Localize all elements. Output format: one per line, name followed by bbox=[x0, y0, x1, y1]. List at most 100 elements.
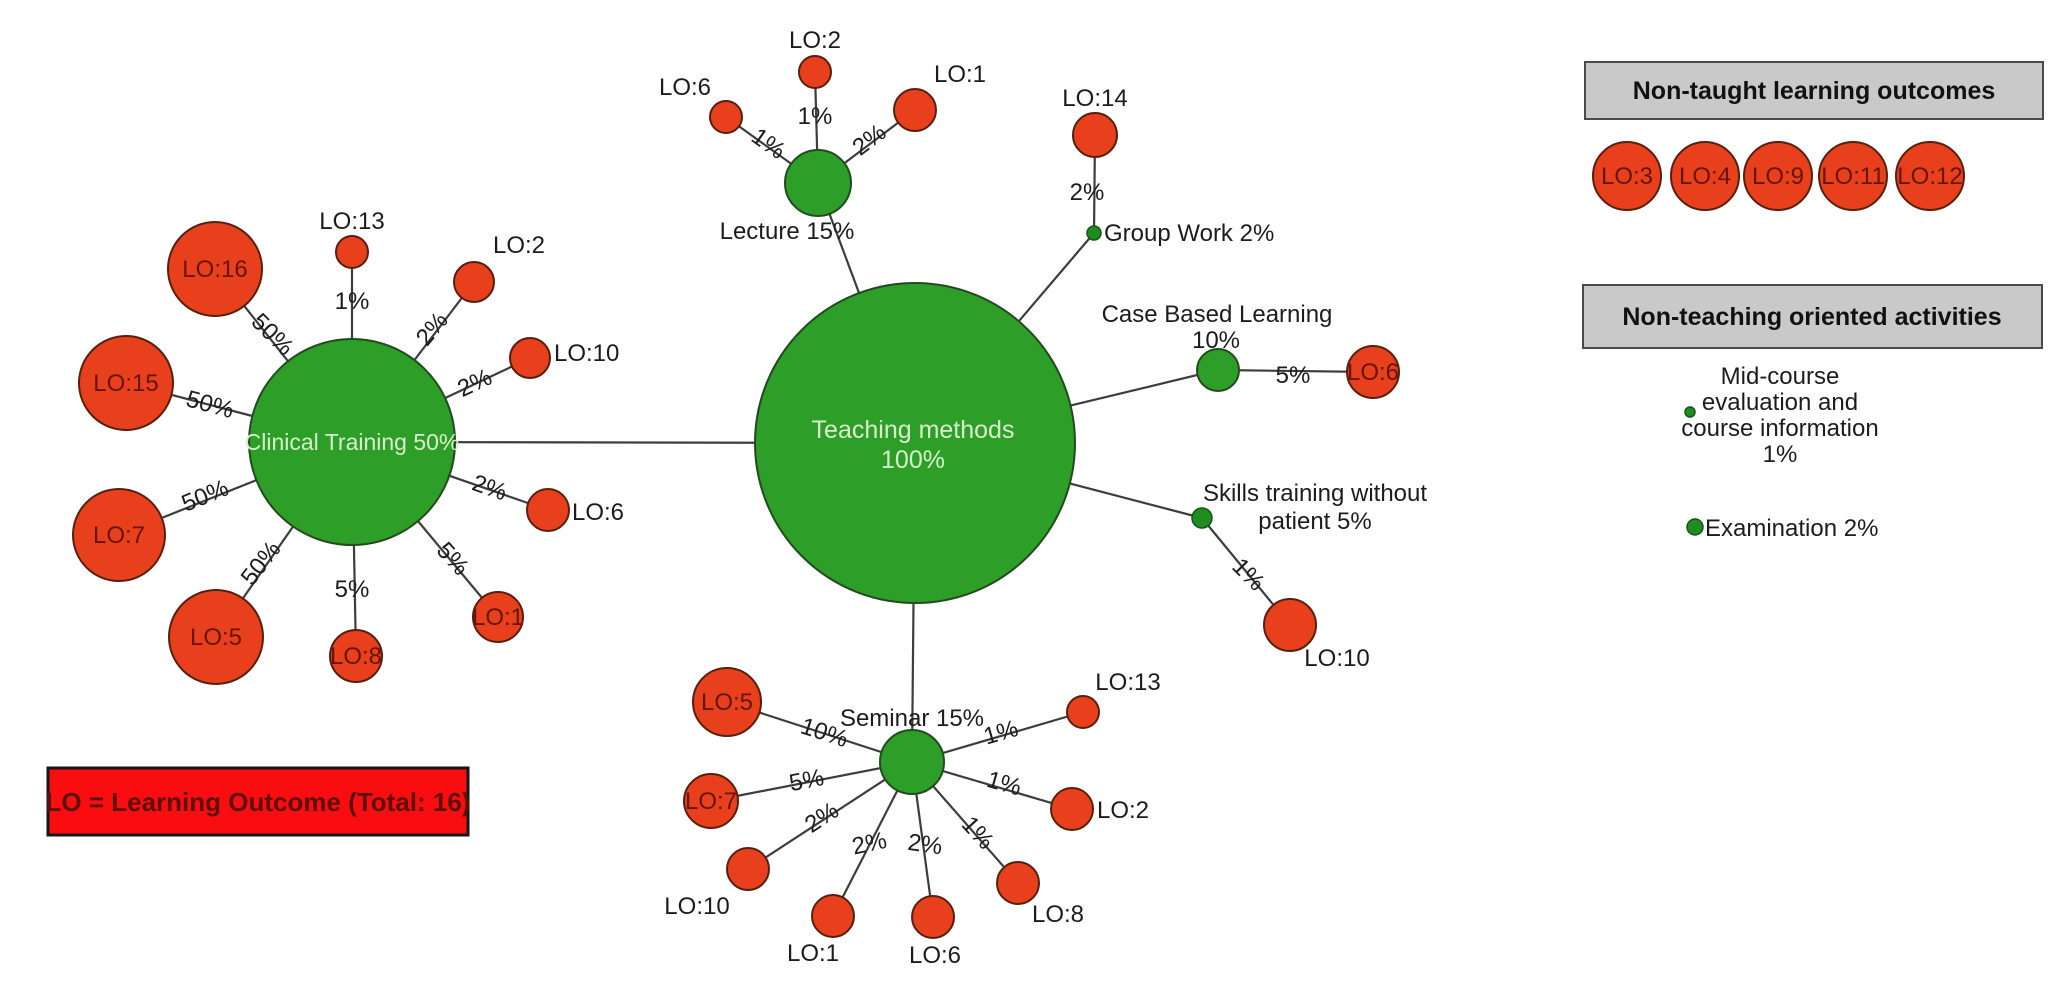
lecture-outcomes: LO:6 1% LO:2 1% LO:1 2% bbox=[659, 27, 986, 165]
lo-node bbox=[1895, 141, 1965, 211]
lo-label: LO:14 bbox=[1062, 85, 1127, 112]
non-teaching-header: Non-teaching oriented activities bbox=[1622, 303, 2001, 331]
edge-pct: 2% bbox=[850, 827, 890, 861]
lo-node bbox=[893, 88, 937, 132]
node-teaching-methods bbox=[754, 282, 1076, 604]
method-nodes: Teaching methods 100% Clinical Training … bbox=[245, 149, 1427, 795]
lo-node bbox=[78, 335, 174, 431]
lo-label: LO:4 bbox=[1679, 163, 1731, 190]
skills-outcomes: LO:10 1% bbox=[1226, 553, 1369, 672]
lecture-label: Lecture 15% bbox=[720, 218, 855, 245]
case-based-label-line1: Case Based Learning bbox=[1102, 301, 1333, 328]
lo-label: LO:13 bbox=[319, 208, 384, 235]
lo-label: LO:5 bbox=[190, 624, 242, 651]
mid-course-line2: evaluation and bbox=[1702, 389, 1858, 416]
lo-node bbox=[526, 488, 570, 532]
node-clinical-training bbox=[248, 338, 456, 546]
lo-node bbox=[453, 261, 495, 303]
lo-node bbox=[911, 895, 955, 939]
lo-node bbox=[509, 337, 551, 379]
teaching-methods-label-line1: Teaching methods bbox=[812, 416, 1015, 444]
lo-node bbox=[1592, 141, 1662, 211]
lo-label: LO:6 bbox=[572, 499, 624, 526]
lo-label: LO:1 bbox=[787, 940, 839, 967]
lo-node bbox=[1818, 141, 1888, 211]
group-work-label: Group Work 2% bbox=[1104, 220, 1274, 247]
lo-node bbox=[168, 589, 264, 685]
group-work-outcomes: LO:14 2% bbox=[1062, 85, 1127, 206]
note: LO = Learning Outcome (Total: 16) bbox=[46, 766, 470, 837]
lo-node bbox=[329, 629, 383, 683]
lo-label: LO:3 bbox=[1601, 163, 1653, 190]
lo-node bbox=[811, 894, 855, 938]
lo-label: LO:5 bbox=[701, 689, 753, 716]
edge-seminar-lo7 bbox=[710, 760, 913, 803]
node-skills-training bbox=[1191, 507, 1213, 529]
skills-label-line2: patient 5% bbox=[1258, 508, 1371, 535]
node-case-based-learning bbox=[1196, 348, 1240, 392]
non-taught-header-box bbox=[1584, 61, 2044, 120]
lo-node bbox=[72, 488, 166, 582]
lo-node bbox=[1066, 695, 1100, 729]
lo-node bbox=[472, 591, 524, 643]
legend-non-taught: Non-taught learning outcomes LO:3 LO:4 L… bbox=[1584, 61, 2044, 211]
lo-label: LO:11 bbox=[1821, 163, 1885, 190]
edge-pct: 1% bbox=[335, 288, 370, 315]
lo-node bbox=[683, 773, 739, 829]
edge-pct: 2% bbox=[411, 307, 454, 351]
lo-label: LO:13 bbox=[1095, 669, 1160, 696]
examination-label: Examination 2% bbox=[1705, 515, 1878, 542]
edge-pct: 2% bbox=[800, 797, 844, 839]
lo-node bbox=[1263, 598, 1317, 652]
lo-label: LO:6 bbox=[1347, 359, 1399, 386]
seminar-label: Seminar 15% bbox=[840, 705, 984, 732]
lo-node bbox=[726, 847, 770, 891]
note-box bbox=[46, 766, 470, 837]
lo-label: LO:8 bbox=[1032, 901, 1084, 928]
edge-pct: 5% bbox=[1276, 362, 1311, 389]
edge-pct: 50% bbox=[236, 536, 287, 590]
legend-non-teaching: Non-teaching oriented activities Mid-cou… bbox=[1582, 284, 2043, 542]
skills-label-line1: Skills training without bbox=[1203, 480, 1427, 507]
edge-pct: 1% bbox=[981, 715, 1022, 751]
lo-node bbox=[996, 861, 1040, 905]
edge-pct: 5% bbox=[335, 576, 370, 603]
lo-label: LO:7 bbox=[685, 788, 737, 815]
lo-label: LO:15 bbox=[93, 370, 158, 397]
node-lecture bbox=[784, 149, 852, 217]
lo-label: LO:9 bbox=[1752, 163, 1804, 190]
mid-course-line4: 1% bbox=[1763, 441, 1798, 468]
lo-label: LO:8 bbox=[330, 643, 382, 670]
edge-pct: 50% bbox=[246, 308, 299, 361]
lo-label: LO:1 bbox=[472, 604, 524, 631]
edge-pct: 1% bbox=[1226, 553, 1270, 597]
case-based-label-line2: 10% bbox=[1192, 327, 1240, 354]
lo-node bbox=[1743, 141, 1813, 211]
lo-label: LO:2 bbox=[1097, 797, 1149, 824]
edge-pct: 2% bbox=[906, 829, 944, 861]
edge-pct: 2% bbox=[453, 364, 496, 403]
mid-course-line1: Mid-course bbox=[1721, 363, 1840, 390]
lo-node bbox=[798, 55, 832, 89]
lo-label: LO:10 bbox=[664, 893, 729, 920]
teaching-methods-label-line2: 100% bbox=[881, 446, 945, 474]
lo-node bbox=[167, 221, 263, 317]
lo-node bbox=[1670, 141, 1740, 211]
clinical-training-label: Clinical Training 50% bbox=[245, 429, 460, 455]
edge-pct: 1% bbox=[984, 766, 1025, 802]
edge-pct: 1% bbox=[798, 103, 833, 130]
edge-pct: 50% bbox=[178, 475, 233, 518]
edge-pct: 2% bbox=[1070, 179, 1105, 206]
edge-pct: 50% bbox=[183, 385, 236, 424]
lo-node bbox=[335, 235, 369, 269]
lo-label: LO:1 bbox=[934, 61, 986, 88]
lo-label: LO:7 bbox=[93, 522, 145, 549]
non-taught-header: Non-taught learning outcomes bbox=[1633, 77, 1996, 105]
lo-node bbox=[1072, 112, 1118, 158]
node-seminar bbox=[879, 729, 945, 795]
lo-label: LO:6 bbox=[659, 74, 711, 101]
lo-node bbox=[709, 100, 743, 134]
lo-label: LO:12 bbox=[1897, 163, 1962, 190]
